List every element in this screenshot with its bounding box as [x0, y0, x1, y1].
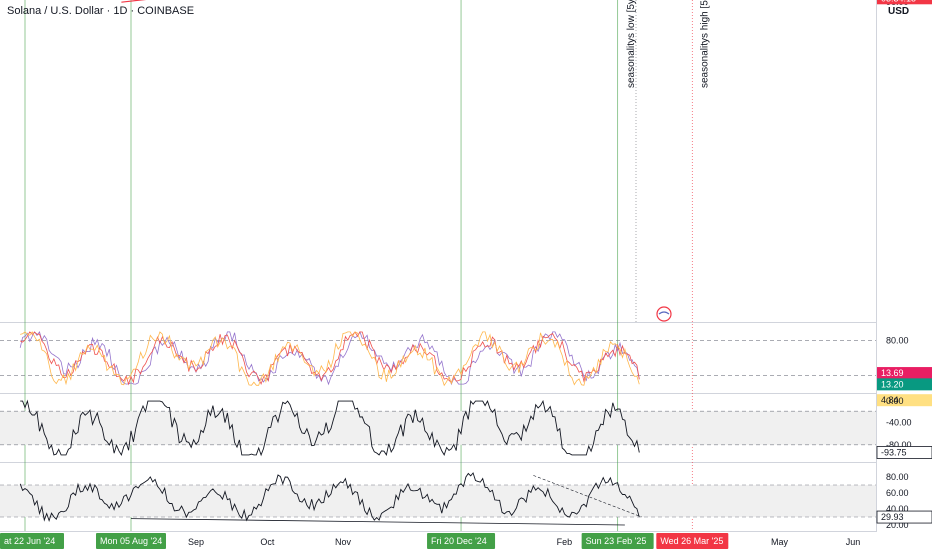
pane2-tick-1: -40.00: [886, 417, 912, 427]
time-label-1: Oct: [260, 537, 275, 547]
time-badge-label-3: Sun 23 Feb '25: [586, 536, 647, 546]
time-badge-label-4: Wed 26 Mar '25: [660, 536, 723, 546]
pane3-tick-0: 80.00: [886, 472, 909, 482]
pane1-series-b: [20, 332, 639, 384]
pane3-divergence-line: [131, 519, 625, 525]
price-badge-label-3: 03:34:15: [881, 0, 916, 3]
time-label-2: Nov: [335, 537, 352, 547]
time-badge-label-1: Mon 05 Aug '24: [100, 536, 162, 546]
seasonality-high-label: seasonalitys high [5y]: [699, 0, 710, 88]
ma-line-red: [121, 0, 678, 2]
pane1-badge-label-0: 13.69: [881, 368, 904, 378]
time-label-0: Sep: [188, 537, 204, 547]
pane3-band: [0, 485, 876, 517]
seasonality-low-label: seasonalitys low [5y]: [626, 0, 637, 88]
pane2-badge-label-0: -93.75: [881, 448, 907, 458]
pane1-badge-label-1: 13.20: [881, 379, 904, 389]
pane1-series-a: [20, 332, 639, 384]
time-badge-label-0: at 22 Jun '24: [4, 536, 55, 546]
time-label-3: Feb: [557, 537, 573, 547]
pane2-band: [0, 411, 876, 445]
pane1-tick-0: 80.00: [886, 336, 909, 346]
price-axis-bg: [877, 0, 932, 550]
time-label-4: May: [771, 537, 789, 547]
chart-title: Solana / U.S. Dollar · 1D · COINBASE: [7, 5, 194, 17]
pane3-tick-1: 60.00: [886, 488, 909, 498]
time-label-5: Jun: [846, 537, 861, 547]
currency-label[interactable]: USD: [888, 6, 909, 17]
pane3-badge-label-0: 29.93: [881, 512, 904, 522]
pane2-tick-0: 0.00: [886, 396, 904, 406]
time-badge-label-2: Fri 20 Dec '24: [431, 536, 487, 546]
pane1-series-c: [20, 332, 639, 385]
